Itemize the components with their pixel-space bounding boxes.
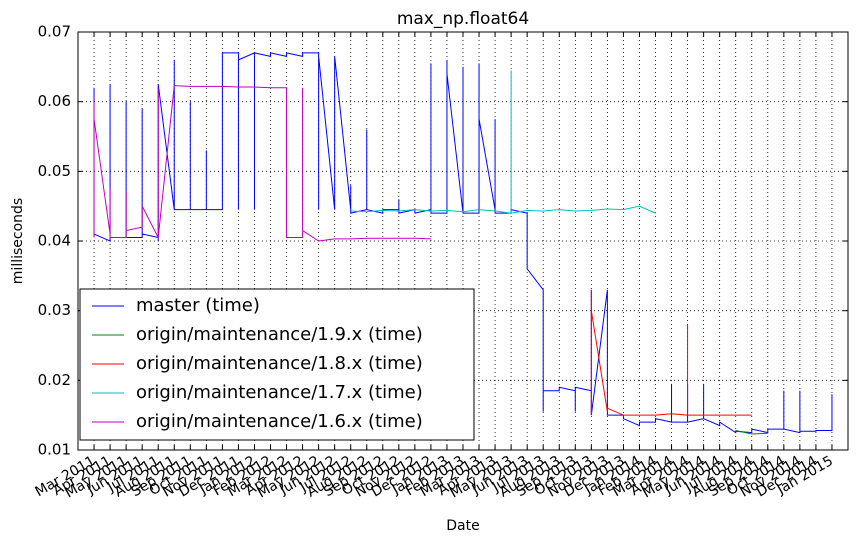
legend-label: origin/maintenance/1.9.x (time): [136, 324, 423, 345]
y-tick-label: 0.03: [38, 301, 71, 319]
legend-label: master (time): [136, 295, 260, 316]
legend-label: origin/maintenance/1.6.x (time): [136, 411, 423, 432]
y-tick-label: 0.02: [38, 371, 71, 389]
series-line: [735, 430, 768, 435]
y-tick-label: 0.06: [38, 92, 71, 110]
chart-title: max_np.float64: [397, 9, 529, 29]
y-axis-label: milliseconds: [10, 198, 26, 284]
plot-frame: [77, 31, 849, 451]
legend-label: origin/maintenance/1.8.x (time): [136, 353, 423, 374]
legend-box: [79, 288, 475, 441]
y-tick-label: 0.01: [38, 441, 71, 459]
x-axis-label: Date: [446, 518, 479, 534]
y-tick-label: 0.05: [38, 162, 71, 180]
series-line: [350, 70, 656, 214]
y-tick-label: 0.04: [38, 232, 71, 250]
series-line: [590, 289, 752, 416]
legend-label: origin/maintenance/1.7.x (time): [136, 382, 423, 403]
series-line: [93, 85, 431, 242]
y-tick-label: 0.07: [38, 23, 71, 41]
